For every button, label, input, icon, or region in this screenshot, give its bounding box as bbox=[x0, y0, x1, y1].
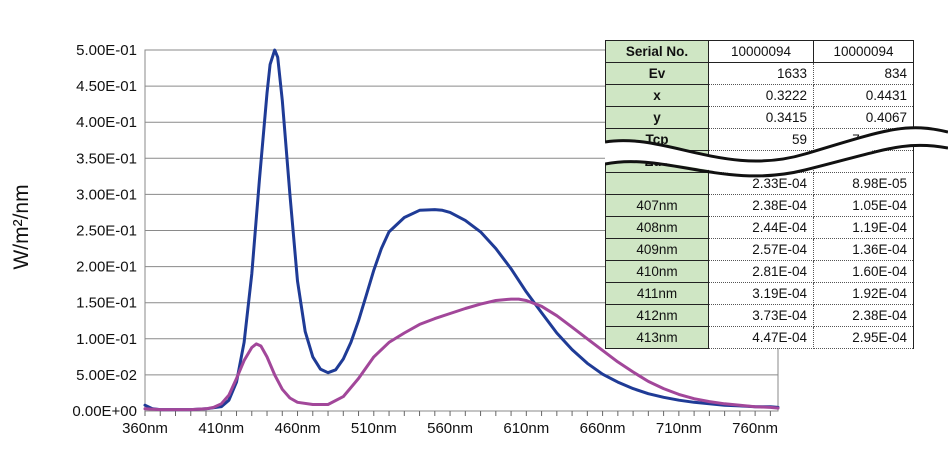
table-empty-cell bbox=[913, 172, 949, 195]
table-empty-cell bbox=[913, 40, 949, 63]
row-value-1 bbox=[708, 150, 814, 173]
table-row: 407nm 2.38E-04 1.05E-04 bbox=[605, 194, 949, 217]
x-axis-ticks: 360nm 410nm 460nm 510nm 560nm 610nm 660nm 710nm… bbox=[122, 420, 778, 437]
row-value-2: 7.69E-05 bbox=[813, 128, 914, 151]
row-label: 407nm bbox=[605, 194, 709, 217]
table-row: 412nm 3.73E-04 2.38E-04 bbox=[605, 304, 949, 327]
x-tick-label: 610nm bbox=[503, 420, 549, 437]
row-value-1: 2.57E-04 bbox=[708, 238, 814, 261]
table-empty-cell bbox=[913, 282, 949, 305]
table-row: 409nm 2.57E-04 1.36E-04 bbox=[605, 238, 949, 261]
table-header-row: Serial No. 10000094 10000094 bbox=[605, 40, 949, 63]
row-label: ∆uv bbox=[605, 150, 709, 173]
row-label: 409nm bbox=[605, 238, 709, 261]
row-value-2: 1.36E-04 bbox=[813, 238, 914, 261]
table-empty-cell bbox=[913, 260, 949, 283]
measurement-table-panel: Serial No. 10000094 10000094 Ev 1633 834 x 0… bbox=[605, 40, 949, 349]
x-tick-label: 410nm bbox=[198, 420, 244, 437]
table-row: 411nm 3.19E-04 1.92E-04 bbox=[605, 282, 949, 305]
y-tick-label: 1.50E-01 bbox=[76, 295, 137, 312]
series-line-2 bbox=[143, 297, 780, 412]
serial-value-2: 10000094 bbox=[813, 40, 914, 63]
row-value-2: 1.19E-04 bbox=[813, 216, 914, 239]
row-value-2 bbox=[813, 150, 914, 173]
y-axis-ticks: 0.00E+00 5.00E-02 1.00E-01 1.50E-01 2.00E-01… bbox=[72, 42, 137, 420]
y-tick-label: 4.00E-01 bbox=[76, 114, 137, 131]
table-row: ∆uv bbox=[605, 150, 949, 173]
row-value-2: 2.95E-04 bbox=[813, 326, 914, 349]
row-label: x bbox=[605, 84, 709, 107]
x-tick-label: 710nm bbox=[656, 420, 702, 437]
row-label: y bbox=[605, 106, 709, 129]
table-row: Ev 1633 834 bbox=[605, 62, 949, 85]
table-row: 413nm 4.47E-04 2.95E-04 bbox=[605, 326, 949, 349]
y-tick-label: 2.50E-01 bbox=[76, 223, 137, 240]
row-value-1: 3.73E-04 bbox=[708, 304, 814, 327]
row-label: 411nm bbox=[605, 282, 709, 305]
x-tick-label: 560nm bbox=[427, 420, 473, 437]
y-tick-label: 1.00E-01 bbox=[76, 331, 137, 348]
x-tick-label: 660nm bbox=[580, 420, 626, 437]
table-empty-cell bbox=[913, 128, 949, 151]
x-tick-label: 510nm bbox=[351, 420, 397, 437]
table-empty-cell bbox=[913, 238, 949, 261]
row-value-2: 1.92E-04 bbox=[813, 282, 914, 305]
y-tick-label: 3.00E-01 bbox=[76, 186, 137, 203]
table-row: Tcp 59 7.69E-05 bbox=[605, 128, 949, 151]
y-tick-label: 4.50E-01 bbox=[76, 78, 137, 95]
row-value-1: 2.38E-04 bbox=[708, 194, 814, 217]
row-value-1: 3.19E-04 bbox=[708, 282, 814, 305]
row-value-1: 2.33E-04 bbox=[708, 172, 814, 195]
row-value-1: 2.44E-04 bbox=[708, 216, 814, 239]
table-empty-cell bbox=[913, 304, 949, 327]
x-axis-minor-ticks bbox=[144, 411, 771, 416]
y-axis-label: W/m²/nm bbox=[10, 184, 33, 269]
y-tick-label: 5.00E-02 bbox=[76, 367, 137, 384]
row-label: Ev bbox=[605, 62, 709, 85]
row-value-2: 8.98E-05 bbox=[813, 172, 914, 195]
table-empty-cell bbox=[913, 194, 949, 217]
x-tick-label: 460nm bbox=[275, 420, 321, 437]
row-value-2: 2.38E-04 bbox=[813, 304, 914, 327]
table-row: x 0.3222 0.4431 bbox=[605, 84, 949, 107]
row-value-2: 1.60E-04 bbox=[813, 260, 914, 283]
table-row: 2.33E-04 8.98E-05 bbox=[605, 172, 949, 195]
table-empty-cell bbox=[913, 216, 949, 239]
serial-label: Serial No. bbox=[605, 40, 709, 63]
y-tick-label: 0.00E+00 bbox=[72, 403, 137, 420]
row-value-1: 2.81E-04 bbox=[708, 260, 814, 283]
y-tick-label: 5.00E-01 bbox=[76, 42, 137, 59]
row-label: 410nm bbox=[605, 260, 709, 283]
serial-value-1: 10000094 bbox=[708, 40, 814, 63]
row-value-2: 834 bbox=[813, 62, 914, 85]
table-empty-cell bbox=[913, 84, 949, 107]
row-value-1: 59 bbox=[708, 128, 814, 151]
series-line-1 bbox=[143, 48, 780, 412]
table-empty-cell bbox=[913, 150, 949, 173]
table-row: y 0.3415 0.4067 bbox=[605, 106, 949, 129]
row-label: 413nm bbox=[605, 326, 709, 349]
x-tick-label: 360nm bbox=[122, 420, 168, 437]
y-tick-label: 2.00E-01 bbox=[76, 259, 137, 276]
y-tick-label: 3.50E-01 bbox=[76, 150, 137, 167]
table-row: 408nm 2.44E-04 1.19E-04 bbox=[605, 216, 949, 239]
row-value-1: 4.47E-04 bbox=[708, 326, 814, 349]
table-empty-cell bbox=[913, 106, 949, 129]
measurement-table: Serial No. 10000094 10000094 Ev 1633 834 x 0… bbox=[605, 40, 949, 349]
row-label: 412nm bbox=[605, 304, 709, 327]
row-label: 408nm bbox=[605, 216, 709, 239]
row-value-1: 0.3415 bbox=[708, 106, 814, 129]
table-empty-cell bbox=[913, 62, 949, 85]
row-value-2: 0.4431 bbox=[813, 84, 914, 107]
table-row: 410nm 2.81E-04 1.60E-04 bbox=[605, 260, 949, 283]
x-tick-label: 760nm bbox=[732, 420, 778, 437]
series-layer bbox=[143, 48, 780, 412]
row-value-2: 0.4067 bbox=[813, 106, 914, 129]
table-empty-cell bbox=[913, 326, 949, 349]
row-value-1: 0.3222 bbox=[708, 84, 814, 107]
row-value-2: 1.05E-04 bbox=[813, 194, 914, 217]
row-label: Tcp bbox=[605, 128, 709, 151]
row-value-1: 1633 bbox=[708, 62, 814, 85]
row-label bbox=[605, 172, 709, 195]
